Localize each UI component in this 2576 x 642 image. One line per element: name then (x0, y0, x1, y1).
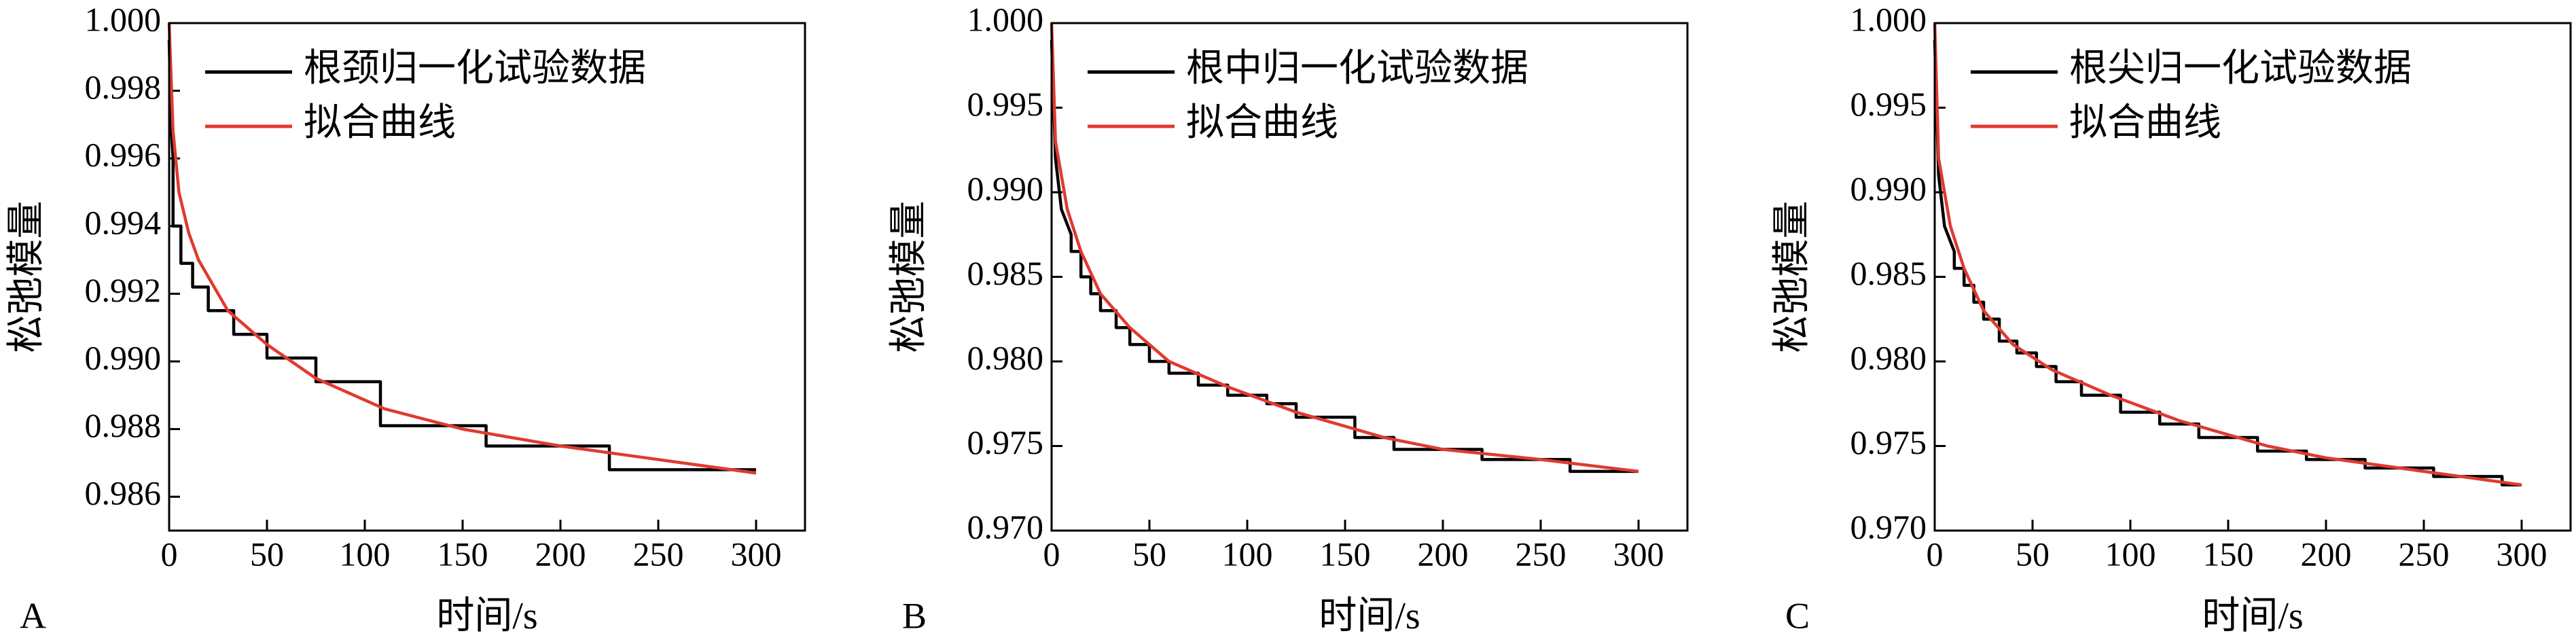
x-tick-label: 100 (1222, 535, 1273, 573)
data-line (167, 22, 757, 475)
data-line (1933, 22, 2522, 486)
panel-label: C (1785, 595, 1810, 636)
x-tick-label: 200 (535, 535, 586, 573)
y-axis-title: 松弛模量 (1771, 201, 1813, 353)
panel-label: A (20, 595, 46, 636)
x-tick-label: 0 (1043, 535, 1060, 573)
y-tick-label: 1.000 (1850, 0, 1927, 38)
x-tick-label: 300 (2497, 535, 2547, 573)
panel-label: B (902, 595, 927, 636)
y-tick-label: 0.998 (85, 68, 162, 106)
legend-label: 拟合曲线 (1186, 102, 1338, 144)
plot-frame (1933, 22, 2572, 532)
x-tick-label: 150 (437, 535, 488, 573)
legend-label: 根中归一化试验数据 (1186, 48, 1528, 90)
x-tick-label: 250 (633, 535, 684, 573)
y-tick-label: 0.985 (1850, 254, 1927, 292)
x-tick-label: 300 (1613, 535, 1664, 573)
y-tick-label: 0.970 (1850, 507, 1927, 546)
x-tick-label: 200 (1418, 535, 1469, 573)
data-line (1050, 39, 1639, 474)
plot-frame (168, 22, 806, 532)
y-tick-label: 0.988 (85, 406, 162, 444)
data-line (1050, 22, 1639, 474)
data-line (167, 39, 756, 471)
y-tick-label: 0.985 (967, 254, 1044, 292)
y-tick-label: 0.980 (1850, 338, 1927, 376)
x-tick-label: 0 (1927, 535, 1944, 573)
x-axis-title: 时间/s (2202, 595, 2303, 637)
x-tick-label: 300 (731, 535, 782, 573)
y-tick-label: 1.000 (85, 0, 162, 38)
y-tick-label: 1.000 (967, 0, 1044, 38)
data-line (1933, 39, 2522, 487)
y-axis-title: 松弛模量 (5, 201, 48, 353)
x-tick-label: 150 (2203, 535, 2254, 573)
x-tick-label: 100 (340, 535, 391, 573)
y-tick-label: 0.970 (967, 507, 1044, 546)
y-axis-title: 松弛模量 (888, 201, 930, 353)
plot-frame (1050, 22, 1689, 532)
y-tick-label: 0.992 (85, 271, 162, 309)
x-tick-label: 0 (161, 535, 178, 573)
y-tick-label: 0.975 (967, 423, 1044, 461)
y-tick-label: 0.986 (85, 474, 162, 512)
legend-label: 根尖归一化试验数据 (2069, 48, 2412, 90)
x-axis-title: 时间/s (1319, 595, 1420, 637)
legend-label: 根颈归一化试验数据 (304, 48, 646, 90)
x-tick-label: 250 (2399, 535, 2450, 573)
y-tick-label: 0.975 (1850, 423, 1927, 461)
y-tick-label: 0.996 (85, 136, 162, 174)
x-tick-label: 50 (1132, 535, 1166, 573)
x-axis-title: 时间/s (436, 595, 537, 637)
x-tick-label: 250 (1516, 535, 1567, 573)
y-tick-label: 0.994 (85, 203, 162, 241)
y-tick-label: 0.995 (1850, 85, 1927, 123)
x-tick-label: 200 (2301, 535, 2352, 573)
legend-label: 拟合曲线 (2069, 102, 2221, 144)
x-tick-label: 100 (2105, 535, 2156, 573)
y-tick-label: 0.995 (967, 85, 1044, 123)
x-tick-label: 50 (250, 535, 284, 573)
y-tick-label: 0.990 (1850, 169, 1927, 207)
x-tick-label: 150 (1320, 535, 1371, 573)
x-tick-label: 50 (2016, 535, 2050, 573)
legend-label: 拟合曲线 (304, 102, 456, 144)
y-tick-label: 0.990 (967, 169, 1044, 207)
y-tick-label: 0.980 (967, 338, 1044, 376)
y-tick-label: 0.990 (85, 338, 162, 376)
